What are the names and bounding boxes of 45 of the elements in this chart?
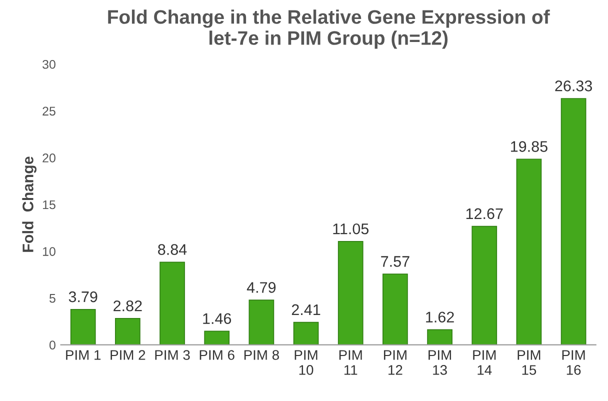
x-tick-label: PIM 16 [562, 350, 585, 375]
y-axis-title: Fold Change [22, 156, 36, 252]
data-label: 4.79 [246, 282, 276, 293]
bar [516, 158, 542, 345]
y-tick-label: 10 [42, 247, 56, 256]
bar [160, 262, 185, 345]
bar [560, 98, 586, 345]
bar [427, 329, 452, 345]
x-tick-label: PIM 6 [200, 350, 234, 360]
data-label: 2.41 [292, 304, 320, 315]
y-tick-label: 5 [49, 294, 56, 303]
x-tick-label: PIM 11 [339, 350, 362, 375]
data-label: 11.05 [333, 223, 369, 234]
data-label: 1.62 [426, 312, 454, 323]
data-label: 3.79 [68, 291, 98, 302]
data-label: 2.82 [114, 300, 142, 312]
bar [70, 308, 96, 345]
y-tick-label: 20 [42, 154, 56, 162]
bar [115, 318, 140, 345]
data-label: 7.57 [381, 256, 410, 267]
x-tick-label: PIM 1 [66, 350, 101, 360]
chart-title: Fold Change in the Relative Gene Expression of let-7e in PIM Group (n=12) [108, 10, 550, 49]
x-tick-label: PIM 10 [294, 350, 318, 375]
y-tick-label: 25 [42, 106, 56, 116]
data-label: 19.85 [511, 141, 548, 152]
bar [248, 300, 274, 345]
x-tick-label: PIM 14 [473, 350, 496, 375]
x-tick-label: PIM 8 [244, 350, 279, 360]
x-tick-label: PIM 3 [155, 350, 190, 360]
y-tick-label: 15 [42, 200, 56, 210]
y-tick-label: 0 [49, 340, 56, 350]
data-label: 8.84 [158, 244, 187, 255]
bar [338, 241, 364, 345]
bar [204, 330, 230, 345]
y-tick-label: 30 [42, 60, 56, 69]
data-label: 1.46 [203, 313, 232, 324]
bar [472, 226, 498, 345]
x-tick-label: PIM 12 [384, 350, 406, 375]
bar [293, 322, 319, 345]
x-tick-label: PIM 15 [518, 350, 540, 375]
data-label: 12.67 [466, 208, 503, 220]
x-tick-label: PIM 2 [110, 350, 146, 360]
data-label: 26.33 [555, 80, 592, 92]
bar [382, 274, 408, 345]
x-tick-label: PIM 13 [428, 350, 451, 375]
